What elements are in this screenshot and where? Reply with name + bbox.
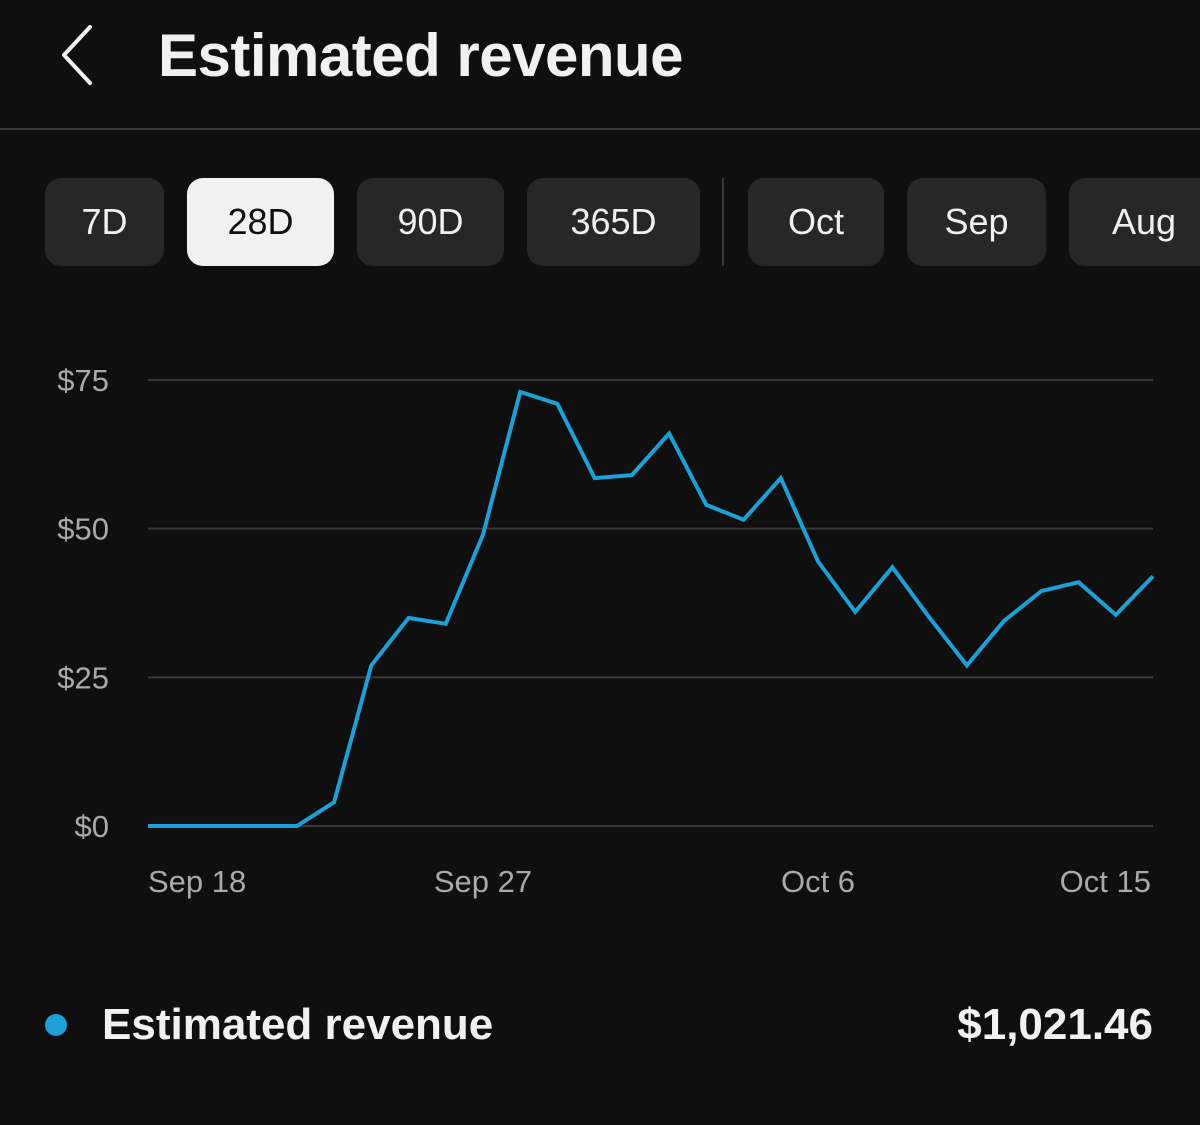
x-tick-label: Oct 6: [781, 864, 855, 899]
chip-90d[interactable]: 90D: [357, 178, 504, 266]
chip-oct[interactable]: Oct: [748, 178, 884, 266]
y-tick-label: $25: [57, 660, 109, 695]
chip-7d[interactable]: 7D: [45, 178, 164, 266]
y-tick-label: $50: [57, 512, 109, 547]
date-range-chips: 7D 28D 90D 365D Oct Sep Aug: [0, 178, 1200, 266]
chip-365d[interactable]: 365D: [527, 178, 700, 266]
legend-total-value: $1,021.46: [957, 1000, 1153, 1049]
page-title: Estimated revenue: [158, 22, 684, 89]
revenue-chart: $0 $25 $50 $75 Sep 18 Sep 27 Oct 6 Oct 15: [0, 340, 1200, 920]
chip-sep[interactable]: Sep: [907, 178, 1046, 266]
legend-series-dot: [45, 1014, 67, 1036]
revenue-line-chart: $0 $25 $50 $75 Sep 18 Sep 27 Oct 6 Oct 15: [57, 363, 1155, 899]
x-tick-label: Sep 18: [148, 864, 246, 899]
chart-legend: Estimated revenue $1,021.46: [0, 990, 1200, 1060]
legend-label: Estimated revenue: [102, 1000, 494, 1049]
y-tick-label: $75: [57, 363, 109, 398]
y-tick-label: $0: [75, 809, 109, 844]
app-header: Estimated revenue: [0, 0, 1200, 130]
x-tick-label: Sep 27: [434, 864, 532, 899]
series-line-estimated-revenue: [148, 389, 1155, 828]
chip-divider: [722, 178, 724, 266]
back-button[interactable]: [48, 20, 108, 90]
chip-28d[interactable]: 28D: [187, 178, 334, 266]
x-tick-label: Oct 15: [1060, 864, 1151, 899]
chip-aug[interactable]: Aug: [1069, 178, 1200, 266]
chevron-left-icon: [62, 25, 92, 85]
